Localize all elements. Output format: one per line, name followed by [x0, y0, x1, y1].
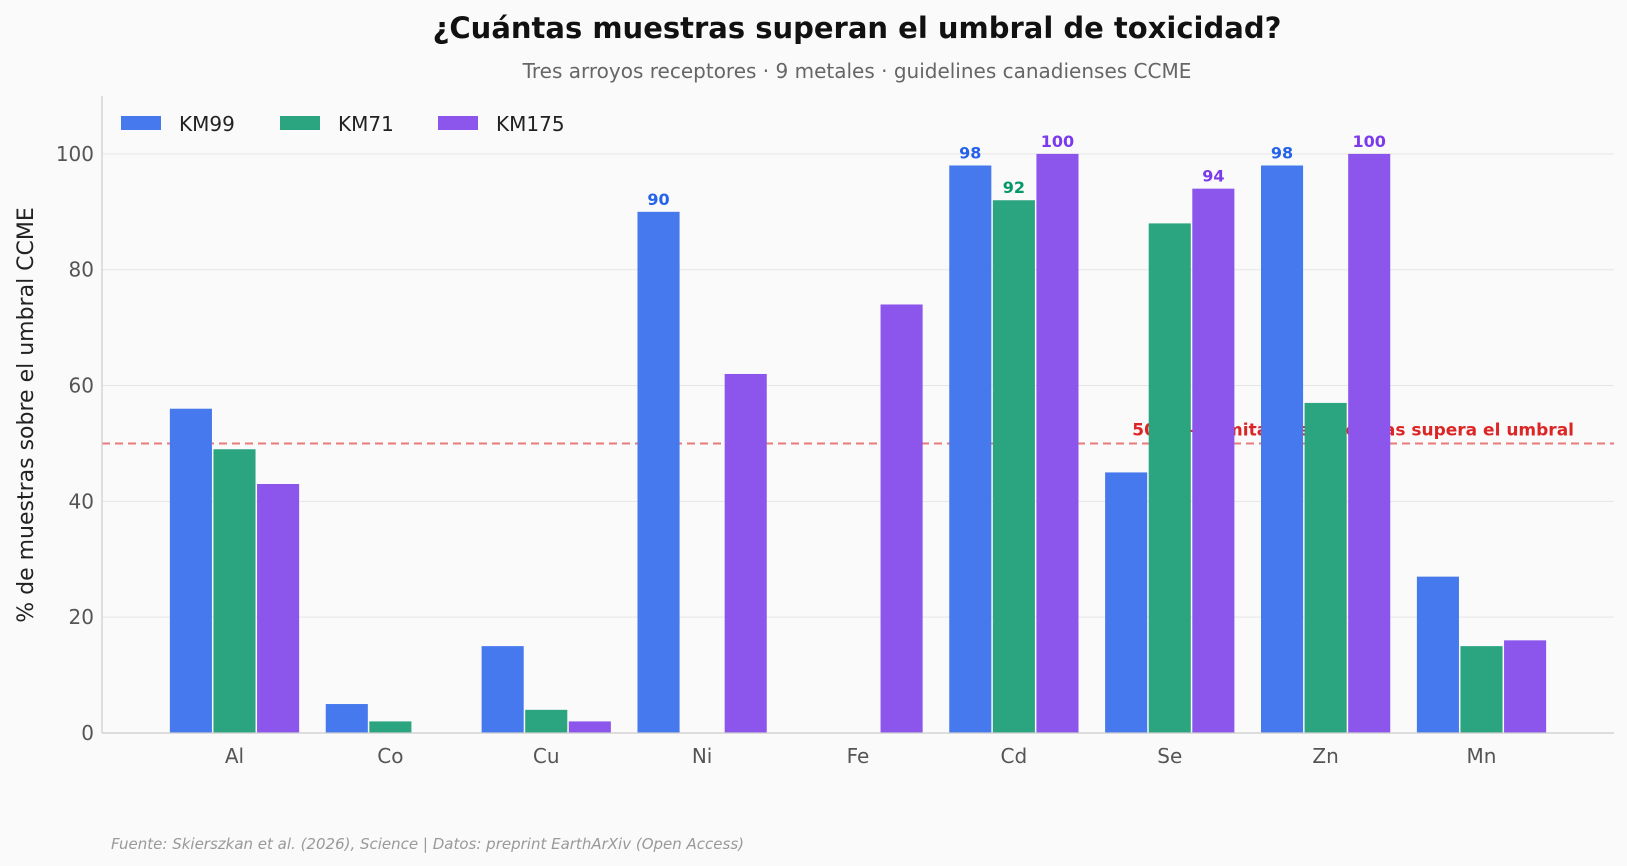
x-tick-label: Al [225, 744, 244, 768]
chart-title: ¿Cuántas muestras superan el umbral de t… [433, 11, 1282, 45]
bar-km99-mn [1416, 576, 1459, 733]
data-label: 92 [1003, 178, 1025, 197]
bar-km71-se [1148, 223, 1191, 733]
bar-km175-al [257, 483, 300, 733]
legend-label-km71: KM71 [338, 112, 394, 136]
bar-km175-fe [880, 304, 923, 733]
bar-km71-zn [1304, 402, 1347, 733]
x-tick-label: Fe [847, 744, 870, 768]
bar-km99-co [325, 704, 368, 733]
data-label: 98 [1271, 143, 1293, 162]
x-tick-label: Mn [1467, 744, 1497, 768]
y-axis-label: % de muestras sobre el umbral CCME [14, 207, 39, 623]
x-tick-label: Cd [1001, 744, 1028, 768]
y-tick-label: 40 [69, 489, 94, 513]
bar-km175-ni [724, 373, 767, 733]
bars-group [169, 153, 1547, 734]
data-labels-group: 90 98 92 100 94 98 100 [647, 132, 1386, 209]
legend-swatch-km175 [438, 116, 478, 130]
bar-km99-ni [637, 211, 680, 733]
bar-km99-cd [949, 165, 992, 733]
y-tick-label: 0 [81, 721, 94, 745]
y-tick-label: 20 [69, 605, 94, 629]
x-tick-label: Cu [533, 744, 560, 768]
data-label: 100 [1041, 132, 1074, 151]
legend: KM99 KM71 KM175 [121, 112, 565, 136]
x-tick-label: Ni [692, 744, 713, 768]
chart-subtitle: Tres arroyos receptores · 9 metales · gu… [522, 59, 1192, 83]
source-note: Fuente: Skierszkan et al. (2026), Scienc… [111, 835, 744, 853]
legend-swatch-km71 [280, 116, 320, 130]
bar-km175-cu [568, 721, 611, 733]
x-tick-label: Se [1157, 744, 1182, 768]
bar-km71-mn [1460, 646, 1503, 733]
bar-km175-mn [1504, 640, 1547, 733]
bar-km71-cu [525, 709, 568, 733]
data-label: 94 [1202, 167, 1224, 186]
bar-km175-zn [1348, 153, 1391, 734]
bar-km99-cu [481, 646, 524, 733]
bar-km175-cd [1036, 153, 1079, 734]
bar-km99-zn [1260, 165, 1304, 733]
data-label: 90 [647, 190, 669, 209]
x-tick-label: Zn [1312, 744, 1338, 768]
y-tick-label: 100 [56, 142, 94, 166]
legend-label-km175: KM175 [496, 112, 565, 136]
bar-km175-se [1192, 188, 1235, 733]
bar-km99-al [169, 408, 212, 733]
data-label: 100 [1353, 132, 1386, 151]
bar-km71-cd [992, 200, 1035, 734]
legend-swatch-km99 [121, 116, 161, 130]
y-tick-label: 60 [69, 374, 94, 398]
legend-label-km99: KM99 [179, 112, 235, 136]
data-label: 98 [959, 143, 981, 162]
bar-km99-se [1105, 472, 1148, 733]
axes: 0 20 40 60 80 100 Al Co Cu Ni Fe Cd Se Zn Mn [56, 96, 1614, 768]
y-tick-label: 80 [69, 258, 94, 282]
bar-km71-co [369, 721, 412, 733]
bar-km71-al [213, 449, 256, 733]
x-tick-label: Co [377, 744, 403, 768]
